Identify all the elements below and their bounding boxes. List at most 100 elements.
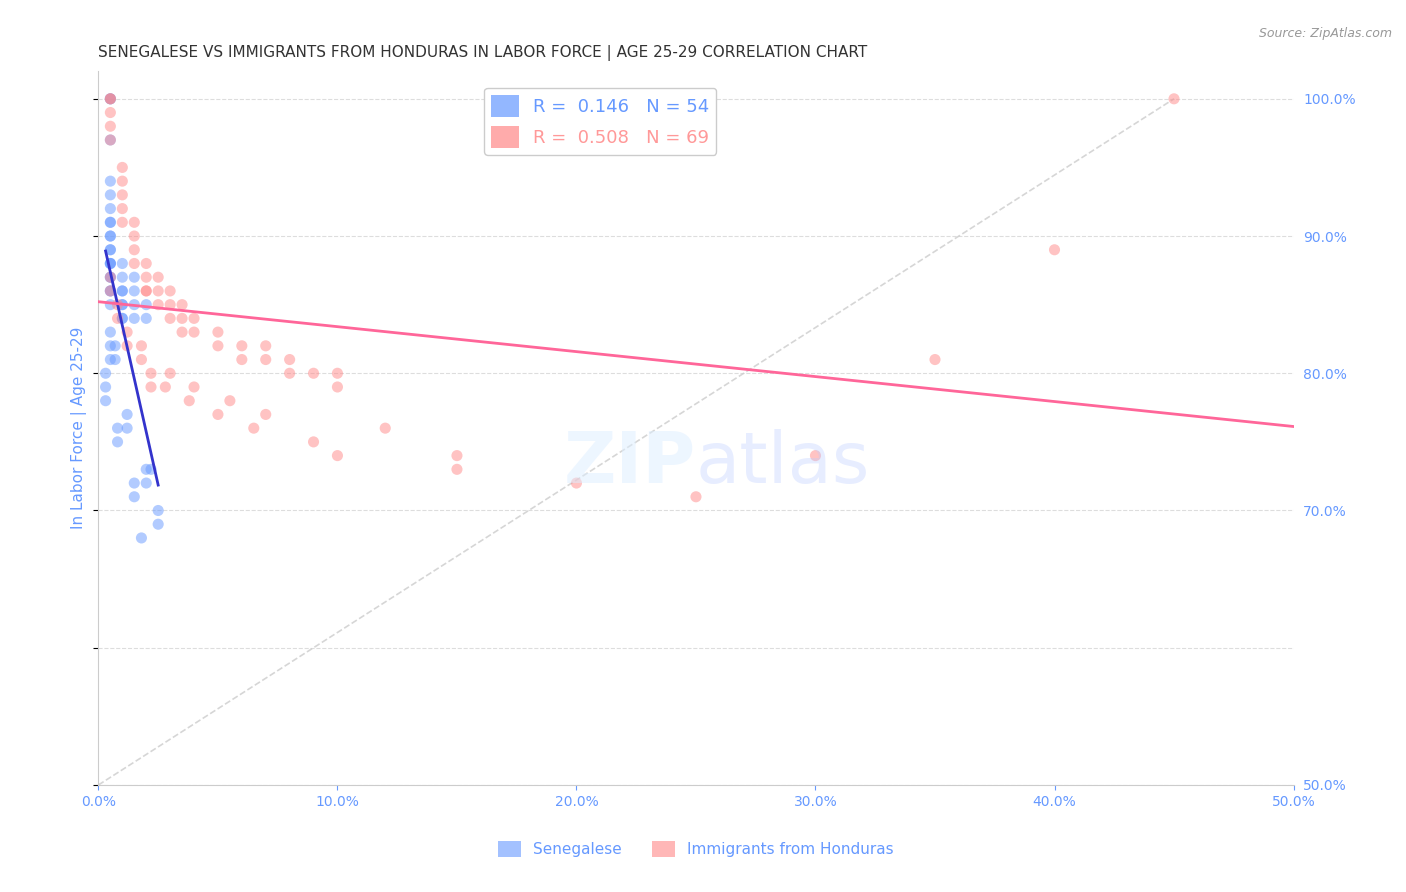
Point xyxy=(124,215,146,229)
Point xyxy=(98,120,122,134)
Point xyxy=(115,325,138,339)
Point xyxy=(98,92,122,106)
Point xyxy=(111,187,134,202)
Point xyxy=(924,352,946,367)
Legend: Senegalese, Immigrants from Honduras: Senegalese, Immigrants from Honduras xyxy=(492,835,900,863)
Point xyxy=(98,133,122,147)
Point xyxy=(98,202,122,216)
Point xyxy=(159,366,181,380)
Point xyxy=(94,393,117,408)
Point xyxy=(135,256,157,270)
Point xyxy=(98,352,122,367)
Point xyxy=(98,325,122,339)
Point xyxy=(98,215,122,229)
Point xyxy=(98,229,122,244)
Y-axis label: In Labor Force | Age 25-29: In Labor Force | Age 25-29 xyxy=(70,327,87,529)
Point xyxy=(111,311,134,326)
Point xyxy=(124,229,146,244)
Point xyxy=(302,434,325,449)
Point xyxy=(98,256,122,270)
Point xyxy=(135,284,157,298)
Text: Source: ZipAtlas.com: Source: ZipAtlas.com xyxy=(1258,27,1392,40)
Point xyxy=(804,449,827,463)
Point xyxy=(98,256,122,270)
Point xyxy=(124,270,146,285)
Point xyxy=(159,311,181,326)
Point xyxy=(446,449,468,463)
Point xyxy=(98,256,122,270)
Point xyxy=(124,490,146,504)
Point xyxy=(111,284,134,298)
Point xyxy=(135,270,157,285)
Point xyxy=(148,298,170,312)
Point xyxy=(139,380,162,394)
Point xyxy=(148,503,170,517)
Point xyxy=(111,284,134,298)
Point xyxy=(107,434,129,449)
Point xyxy=(148,517,170,532)
Point xyxy=(139,462,162,476)
Point xyxy=(98,270,122,285)
Text: SENEGALESE VS IMMIGRANTS FROM HONDURAS IN LABOR FORCE | AGE 25-29 CORRELATION CH: SENEGALESE VS IMMIGRANTS FROM HONDURAS I… xyxy=(98,45,868,62)
Point xyxy=(98,229,122,244)
Point xyxy=(326,380,349,394)
Point xyxy=(98,284,122,298)
Point xyxy=(131,352,153,367)
Point xyxy=(98,92,122,106)
Point xyxy=(1043,243,1066,257)
Point xyxy=(278,352,301,367)
Point xyxy=(111,174,134,188)
Point xyxy=(374,421,396,435)
Point xyxy=(565,476,588,491)
Point xyxy=(98,284,122,298)
Text: ZIP: ZIP xyxy=(564,429,696,499)
Point xyxy=(98,105,122,120)
Point xyxy=(1163,92,1185,106)
Point xyxy=(124,256,146,270)
Point xyxy=(94,380,117,394)
Point xyxy=(231,352,253,367)
Point xyxy=(131,531,153,545)
Point xyxy=(104,352,127,367)
Point xyxy=(111,298,134,312)
Point xyxy=(124,476,146,491)
Point xyxy=(98,133,122,147)
Point xyxy=(159,298,181,312)
Point xyxy=(107,311,129,326)
Point xyxy=(148,284,170,298)
Point xyxy=(135,284,157,298)
Point xyxy=(98,284,122,298)
Point xyxy=(685,490,707,504)
Point xyxy=(111,215,134,229)
Point xyxy=(131,339,153,353)
Point xyxy=(243,421,266,435)
Point xyxy=(183,311,205,326)
Point xyxy=(124,298,146,312)
Point xyxy=(148,270,170,285)
Point xyxy=(98,92,122,106)
Point xyxy=(139,366,162,380)
Point xyxy=(183,380,205,394)
Point xyxy=(107,298,129,312)
Point xyxy=(107,421,129,435)
Point xyxy=(98,174,122,188)
Point xyxy=(254,352,277,367)
Point xyxy=(111,311,134,326)
Point xyxy=(172,325,194,339)
Point xyxy=(104,339,127,353)
Point xyxy=(115,339,138,353)
Point xyxy=(98,243,122,257)
Point xyxy=(207,408,229,422)
Point xyxy=(155,380,177,394)
Point xyxy=(111,202,134,216)
Point xyxy=(135,311,157,326)
Point xyxy=(98,215,122,229)
Point xyxy=(111,256,134,270)
Point xyxy=(207,339,229,353)
Point xyxy=(326,366,349,380)
Point xyxy=(98,339,122,353)
Point xyxy=(135,298,157,312)
Point xyxy=(219,393,242,408)
Point xyxy=(98,92,122,106)
Point xyxy=(98,298,122,312)
